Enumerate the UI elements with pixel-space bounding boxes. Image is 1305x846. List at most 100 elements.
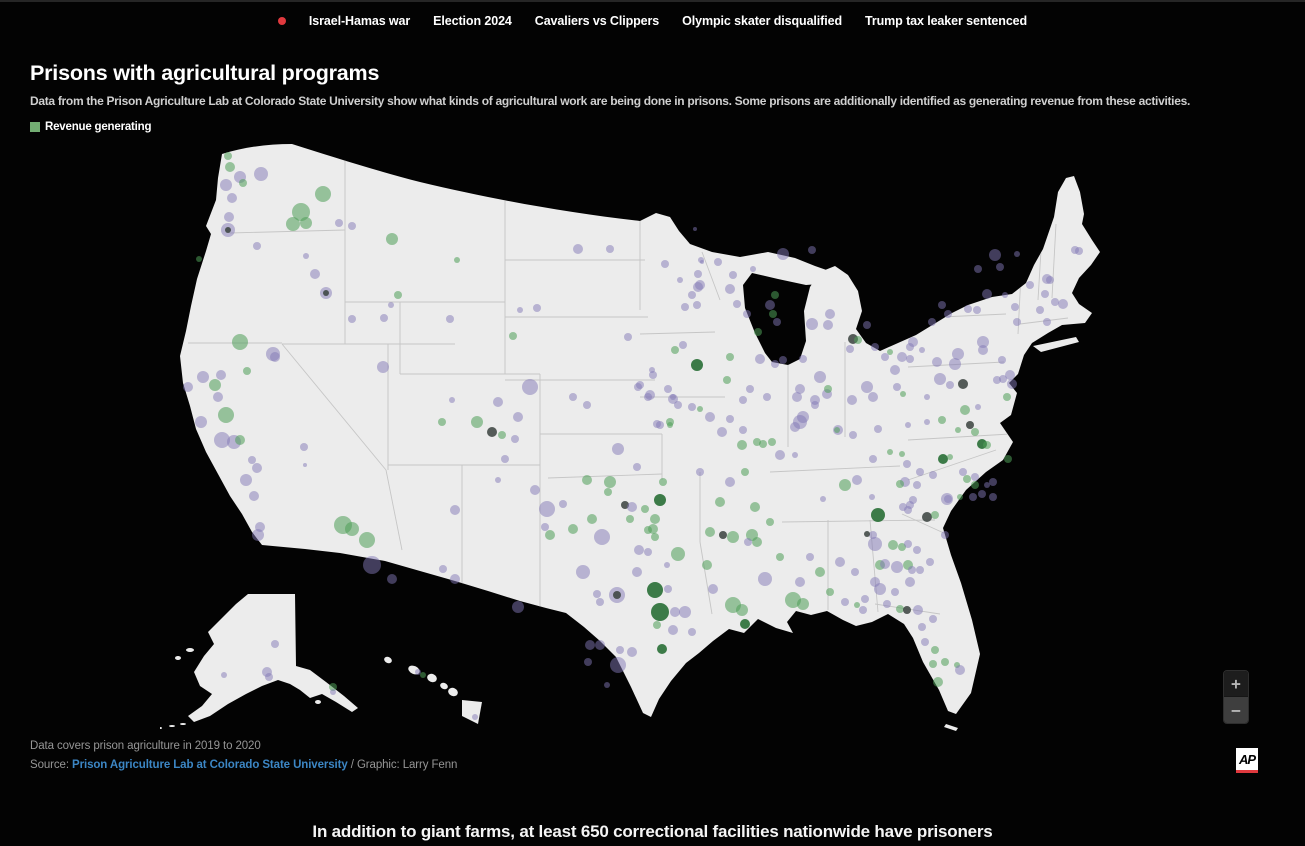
prison-dot[interactable] xyxy=(754,328,762,336)
prison-dot[interactable] xyxy=(517,307,523,313)
prison-dot[interactable] xyxy=(648,524,658,534)
prison-dot[interactable] xyxy=(323,290,329,296)
prison-dot[interactable] xyxy=(908,566,916,574)
prison-dot[interactable] xyxy=(183,382,193,392)
prison-dot[interactable] xyxy=(919,347,925,353)
prison-dot[interactable] xyxy=(825,309,835,319)
prison-dot[interactable] xyxy=(755,354,765,364)
prison-dot[interactable] xyxy=(746,385,754,393)
prison-dot[interactable] xyxy=(727,531,739,543)
prison-dot[interactable] xyxy=(863,321,871,329)
prison-dot[interactable] xyxy=(653,420,661,428)
prison-dot[interactable] xyxy=(670,394,676,400)
prison-dot[interactable] xyxy=(717,427,727,437)
prison-dot[interactable] xyxy=(933,677,943,687)
prison-dot[interactable] xyxy=(568,524,578,534)
prison-dot[interactable] xyxy=(493,397,503,407)
prison-dot[interactable] xyxy=(737,440,747,450)
prison-dot[interactable] xyxy=(874,583,886,595)
prison-dot[interactable] xyxy=(649,367,655,373)
prison-dot[interactable] xyxy=(249,491,259,501)
prison-dot[interactable] xyxy=(446,315,454,323)
prison-dot[interactable] xyxy=(938,454,948,464)
prison-dot[interactable] xyxy=(585,640,595,650)
prison-dot[interactable] xyxy=(530,485,540,495)
prison-dot[interactable] xyxy=(871,508,885,522)
prison-dot[interactable] xyxy=(888,540,898,550)
prison-dot[interactable] xyxy=(1075,247,1083,255)
prison-dot[interactable] xyxy=(387,574,397,584)
prison-dot[interactable] xyxy=(834,427,840,433)
prison-dot[interactable] xyxy=(719,531,727,539)
prison-dot[interactable] xyxy=(814,371,826,383)
prison-dot[interactable] xyxy=(861,381,873,393)
prison-dot[interactable] xyxy=(345,522,359,536)
prison-dot[interactable] xyxy=(693,227,697,231)
prison-dot[interactable] xyxy=(214,432,230,448)
prison-dot[interactable] xyxy=(501,455,509,463)
prison-dot[interactable] xyxy=(891,561,903,573)
prison-dot[interactable] xyxy=(989,478,997,486)
prison-dot[interactable] xyxy=(926,558,934,566)
prison-dot[interactable] xyxy=(596,598,604,606)
prison-dot[interactable] xyxy=(270,352,280,362)
prison-dot[interactable] xyxy=(657,644,667,654)
prison-dot[interactable] xyxy=(329,683,337,691)
prison-dot[interactable] xyxy=(708,584,718,594)
prison-dot[interactable] xyxy=(913,546,921,554)
prison-dot[interactable] xyxy=(1014,251,1020,257)
prison-dot[interactable] xyxy=(899,503,907,511)
prison-dot[interactable] xyxy=(227,193,237,203)
prison-dot[interactable] xyxy=(851,568,859,576)
prison-dot[interactable] xyxy=(253,242,261,250)
prison-dot[interactable] xyxy=(681,303,689,311)
prison-dot[interactable] xyxy=(795,384,805,394)
prison-dot[interactable] xyxy=(498,431,506,439)
prison-dot[interactable] xyxy=(688,403,696,411)
prison-dot[interactable] xyxy=(363,556,381,574)
prison-dot[interactable] xyxy=(905,577,915,587)
prison-dot[interactable] xyxy=(916,468,924,476)
prison-dot[interactable] xyxy=(705,412,715,422)
prison-dot[interactable] xyxy=(541,523,549,531)
prison-dot[interactable] xyxy=(511,435,519,443)
prison-dot[interactable] xyxy=(975,404,981,410)
prison-dot[interactable] xyxy=(292,203,310,221)
prison-dot[interactable] xyxy=(806,553,814,561)
prison-dot[interactable] xyxy=(209,379,221,391)
prison-dot[interactable] xyxy=(964,305,972,313)
prison-dot[interactable] xyxy=(978,490,986,498)
prison-dot[interactable] xyxy=(348,222,356,230)
prison-dot[interactable] xyxy=(918,623,926,631)
prison-dot[interactable] xyxy=(576,565,590,579)
prison-dot[interactable] xyxy=(650,514,660,524)
prison-dot[interactable] xyxy=(989,493,997,501)
prison-dot[interactable] xyxy=(739,396,747,404)
prison-dot[interactable] xyxy=(573,244,583,254)
prison-dot[interactable] xyxy=(380,314,388,322)
prison-dot[interactable] xyxy=(826,588,834,596)
prison-dot[interactable] xyxy=(944,310,952,318)
prison-dot[interactable] xyxy=(928,318,936,326)
prison-dot[interactable] xyxy=(651,603,669,621)
prison-dot[interactable] xyxy=(286,217,300,231)
prison-dot[interactable] xyxy=(908,337,918,347)
prison-dot[interactable] xyxy=(815,567,825,577)
prison-dot[interactable] xyxy=(893,383,901,391)
prison-dot[interactable] xyxy=(641,505,649,513)
prison-dot[interactable] xyxy=(449,397,455,403)
prison-dot[interactable] xyxy=(744,538,752,546)
prison-dot[interactable] xyxy=(702,560,712,570)
prison-dot[interactable] xyxy=(587,514,597,524)
prison-dot[interactable] xyxy=(741,468,749,476)
prison-dot[interactable] xyxy=(545,530,555,540)
prison-dot[interactable] xyxy=(522,379,538,395)
prison-dot[interactable] xyxy=(677,277,683,283)
prison-dot[interactable] xyxy=(792,452,798,458)
prison-dot[interactable] xyxy=(1036,306,1044,314)
prison-dot[interactable] xyxy=(932,357,942,367)
prison-dot[interactable] xyxy=(797,411,809,423)
prison-dot[interactable] xyxy=(904,540,912,548)
prison-dot[interactable] xyxy=(604,488,612,496)
prison-dot[interactable] xyxy=(773,318,781,326)
